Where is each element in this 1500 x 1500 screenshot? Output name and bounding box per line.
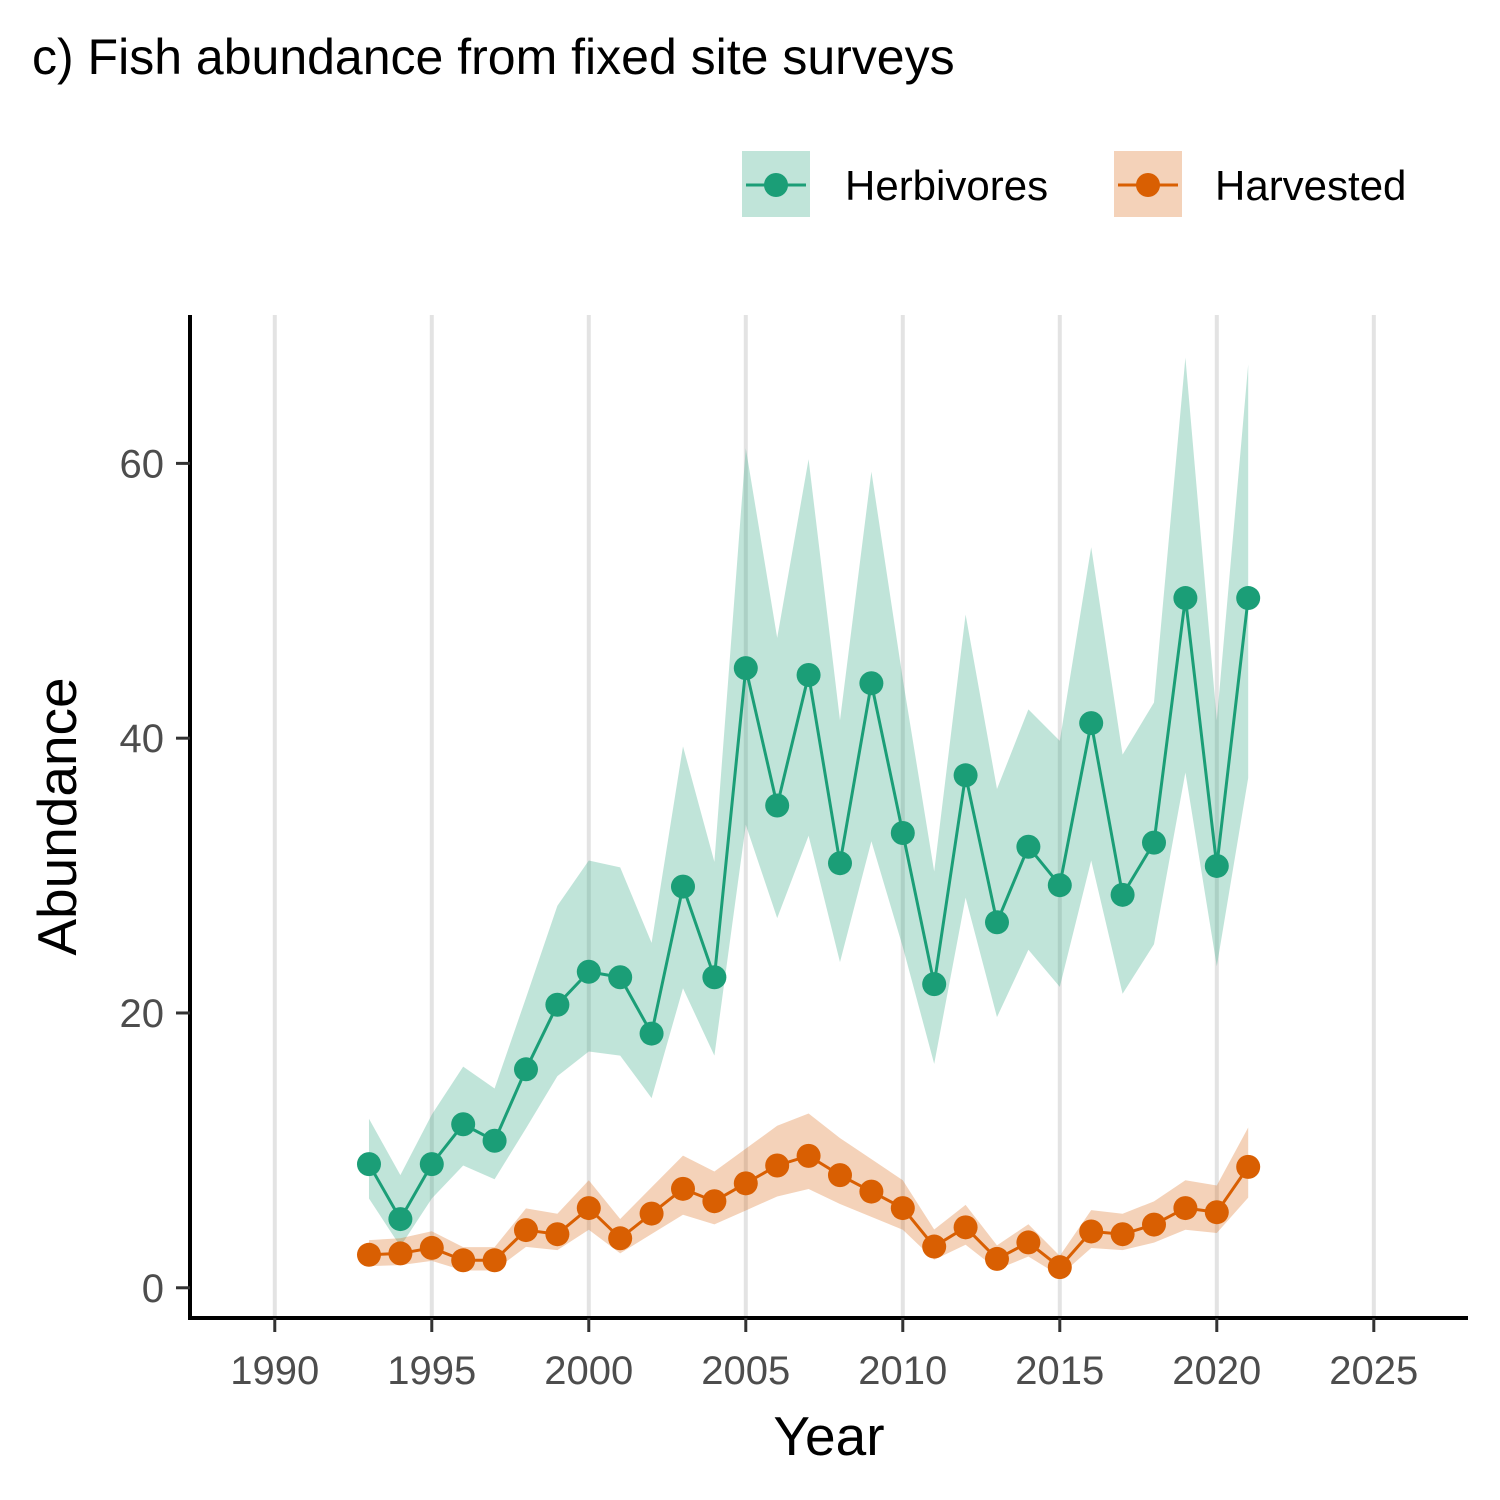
point-harvested-2019 — [1173, 1196, 1198, 1221]
point-herbivores-2009 — [859, 671, 884, 696]
point-herbivores-2011 — [922, 972, 947, 997]
point-harvested-2021 — [1236, 1154, 1261, 1179]
point-herbivores-2016 — [1079, 711, 1104, 736]
point-herbivores-1995 — [419, 1152, 444, 1177]
point-harvested-2014 — [1016, 1230, 1041, 1255]
point-herbivores-1994 — [388, 1207, 413, 1232]
point-herbivores-2000 — [576, 959, 601, 984]
chart-title: c) Fish abundance from fixed site survey… — [32, 29, 955, 85]
point-harvested-2006 — [765, 1153, 790, 1178]
point-harvested-2010 — [890, 1196, 915, 1221]
point-harvested-2017 — [1110, 1222, 1135, 1247]
point-harvested-2018 — [1141, 1212, 1166, 1237]
x-tick-label-2000: 2000 — [544, 1349, 633, 1393]
x-tick-label-2010: 2010 — [858, 1349, 947, 1393]
point-harvested-1996 — [451, 1248, 476, 1273]
point-harvested-2008 — [827, 1163, 852, 1188]
point-harvested-2005 — [733, 1171, 758, 1196]
point-herbivores-2015 — [1047, 873, 1072, 898]
point-herbivores-2012 — [953, 763, 978, 788]
point-harvested-2001 — [608, 1226, 633, 1251]
y-tick-label-0: 0 — [142, 1267, 164, 1311]
point-herbivores-1998 — [513, 1057, 538, 1082]
point-harvested-1993 — [356, 1242, 381, 1267]
point-harvested-2009 — [859, 1179, 884, 1204]
point-herbivores-2001 — [608, 965, 633, 990]
point-herbivores-2018 — [1141, 830, 1166, 855]
ribbon-herbivores — [368, 357, 1249, 1247]
point-herbivores-2005 — [733, 656, 758, 681]
point-harvested-2012 — [953, 1215, 978, 1240]
x-tick-label-1995: 1995 — [387, 1349, 476, 1393]
point-harvested-2007 — [796, 1143, 821, 1168]
series-lines — [356, 586, 1261, 1280]
x-tick-label-2015: 2015 — [1015, 1349, 1104, 1393]
point-herbivores-2003 — [670, 874, 695, 899]
y-axis-title: Abundance — [26, 677, 88, 955]
point-herbivores-2004 — [702, 965, 727, 990]
point-harvested-1994 — [388, 1241, 413, 1266]
point-herbivores-1993 — [356, 1152, 381, 1177]
point-herbivores-2008 — [827, 851, 852, 876]
y-tick-label-60: 60 — [120, 442, 165, 486]
y-tick-label-40: 40 — [120, 717, 165, 761]
point-herbivores-2021 — [1236, 586, 1261, 611]
x-tick-label-2020: 2020 — [1172, 1349, 1261, 1393]
x-tick-label-2025: 2025 — [1329, 1349, 1418, 1393]
point-herbivores-2002 — [639, 1021, 664, 1046]
legend-key-point-0 — [764, 173, 788, 197]
axes: 0 20 40 60 1990 1995 2000 2005 2010 2015 2020 2025 Y… — [26, 315, 1468, 1467]
x-tick-label-2005: 2005 — [701, 1349, 790, 1393]
point-harvested-2002 — [639, 1201, 664, 1226]
point-harvested-2013 — [984, 1246, 1009, 1271]
point-herbivores-2017 — [1110, 882, 1135, 907]
point-herbivores-2020 — [1204, 853, 1229, 878]
point-herbivores-2019 — [1173, 586, 1198, 611]
point-herbivores-2014 — [1016, 834, 1041, 859]
legend-key-point-1 — [1136, 173, 1160, 197]
x-axis-title: Year — [773, 1405, 884, 1467]
point-harvested-2004 — [702, 1189, 727, 1214]
legend-label-1: Harvested — [1215, 162, 1406, 209]
point-herbivores-2010 — [890, 820, 915, 845]
legend-label-0: Herbivores — [845, 162, 1048, 209]
point-harvested-2003 — [670, 1176, 695, 1201]
point-herbivores-1999 — [545, 992, 570, 1017]
point-harvested-2020 — [1204, 1200, 1229, 1225]
point-herbivores-1997 — [482, 1128, 507, 1153]
point-harvested-2015 — [1047, 1255, 1072, 1280]
point-harvested-1997 — [482, 1248, 507, 1273]
point-herbivores-1996 — [451, 1112, 476, 1137]
point-herbivores-2006 — [765, 793, 790, 818]
point-harvested-2011 — [922, 1234, 947, 1259]
point-harvested-1998 — [513, 1218, 538, 1243]
x-tick-label-1990: 1990 — [230, 1349, 319, 1393]
point-herbivores-2007 — [796, 662, 821, 687]
point-harvested-1995 — [419, 1235, 444, 1260]
y-tick-label-20: 20 — [120, 992, 165, 1036]
grid-lines — [272, 315, 1376, 1318]
point-harvested-2016 — [1079, 1219, 1104, 1244]
point-herbivores-2013 — [984, 910, 1009, 935]
legend: Herbivores Harvested — [742, 151, 1406, 217]
point-harvested-1999 — [545, 1222, 570, 1247]
point-harvested-2000 — [576, 1196, 601, 1221]
